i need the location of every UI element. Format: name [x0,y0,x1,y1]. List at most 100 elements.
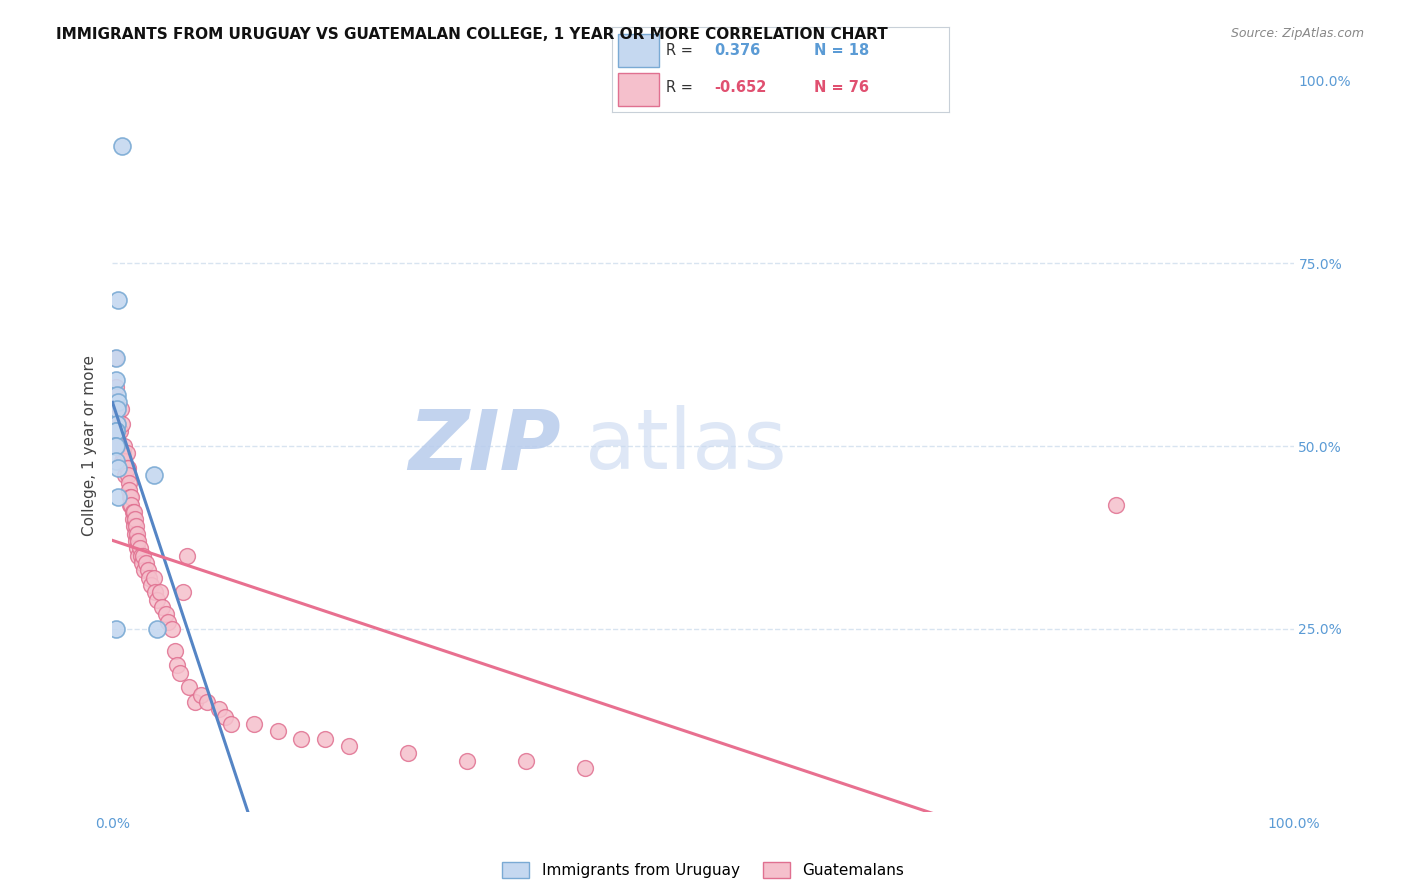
Point [243,717,266,731]
Point [125,519,148,533]
Point [118,483,141,497]
Point [115,446,138,460]
Point [160,622,183,636]
Point [169,665,191,680]
Point [107,461,129,475]
Point [131,556,153,570]
Y-axis label: College, 1 year or more: College, 1 year or more [82,356,97,536]
Point [290,731,312,746]
Point [104,439,127,453]
Point [120,490,142,504]
Point [120,490,142,504]
Point [111,453,134,467]
Point [127,549,149,563]
Text: R =: R = [665,80,697,95]
Point [122,519,145,533]
Point [108,425,131,439]
Point [141,578,163,592]
Point [105,425,128,439]
Point [114,468,136,483]
Point [105,417,128,431]
FancyBboxPatch shape [619,35,659,67]
Point [166,658,188,673]
Point [176,549,198,563]
Point [107,490,129,504]
Point [574,761,596,775]
Point [515,754,537,768]
Point [105,409,128,424]
Point [111,139,134,153]
Point [121,505,143,519]
Point [112,439,135,453]
Point [124,526,146,541]
Point [121,512,143,526]
Text: R =: R = [665,43,697,58]
Point [105,622,128,636]
Point [337,739,360,753]
Point [155,607,177,622]
Point [105,402,128,417]
Point [267,724,290,739]
Point [190,688,212,702]
Point [105,373,128,387]
Point [1105,498,1128,512]
Point [105,425,128,439]
Point [314,731,336,746]
Point [104,351,127,366]
Point [107,425,129,439]
Point [105,380,128,394]
Point [132,549,155,563]
Point [134,563,156,577]
Point [112,453,135,467]
Point [105,453,128,467]
Point [115,461,138,475]
Point [124,512,146,526]
Text: atlas: atlas [585,406,786,486]
Point [136,563,159,577]
Point [142,468,165,483]
Point [156,615,179,629]
Point [105,388,128,402]
Point [120,498,142,512]
Point [105,402,128,417]
Text: IMMIGRANTS FROM URUGUAY VS GUATEMALAN COLLEGE, 1 YEAR OR MORE CORRELATION CHART: IMMIGRANTS FROM URUGUAY VS GUATEMALAN CO… [56,27,889,42]
Point [149,585,172,599]
Point [150,599,173,614]
Point [117,461,139,475]
Point [122,505,145,519]
Point [135,556,157,570]
Point [105,351,128,366]
Point [127,526,149,541]
Point [128,541,150,556]
Point [110,402,132,417]
Legend: Immigrants from Uruguay, Guatemalans: Immigrants from Uruguay, Guatemalans [496,856,910,885]
Point [129,549,152,563]
Point [219,717,242,731]
Point [214,709,236,723]
Point [184,695,207,709]
Point [165,644,187,658]
Point [179,681,201,695]
Text: N = 76: N = 76 [814,80,869,95]
Point [208,702,231,716]
Point [118,475,141,490]
Point [107,395,129,409]
FancyBboxPatch shape [619,73,659,105]
Point [107,439,129,453]
Text: 0.376: 0.376 [714,43,761,58]
Point [112,446,135,460]
Point [142,571,165,585]
Point [105,439,128,453]
Text: -0.652: -0.652 [714,80,766,95]
Point [143,585,166,599]
Point [456,754,478,768]
Point [117,468,139,483]
Point [125,534,148,549]
Point [120,498,142,512]
Point [138,571,160,585]
Point [146,592,169,607]
Text: Source: ZipAtlas.com: Source: ZipAtlas.com [1230,27,1364,40]
Point [396,746,419,760]
Point [111,417,134,431]
Point [172,585,194,599]
